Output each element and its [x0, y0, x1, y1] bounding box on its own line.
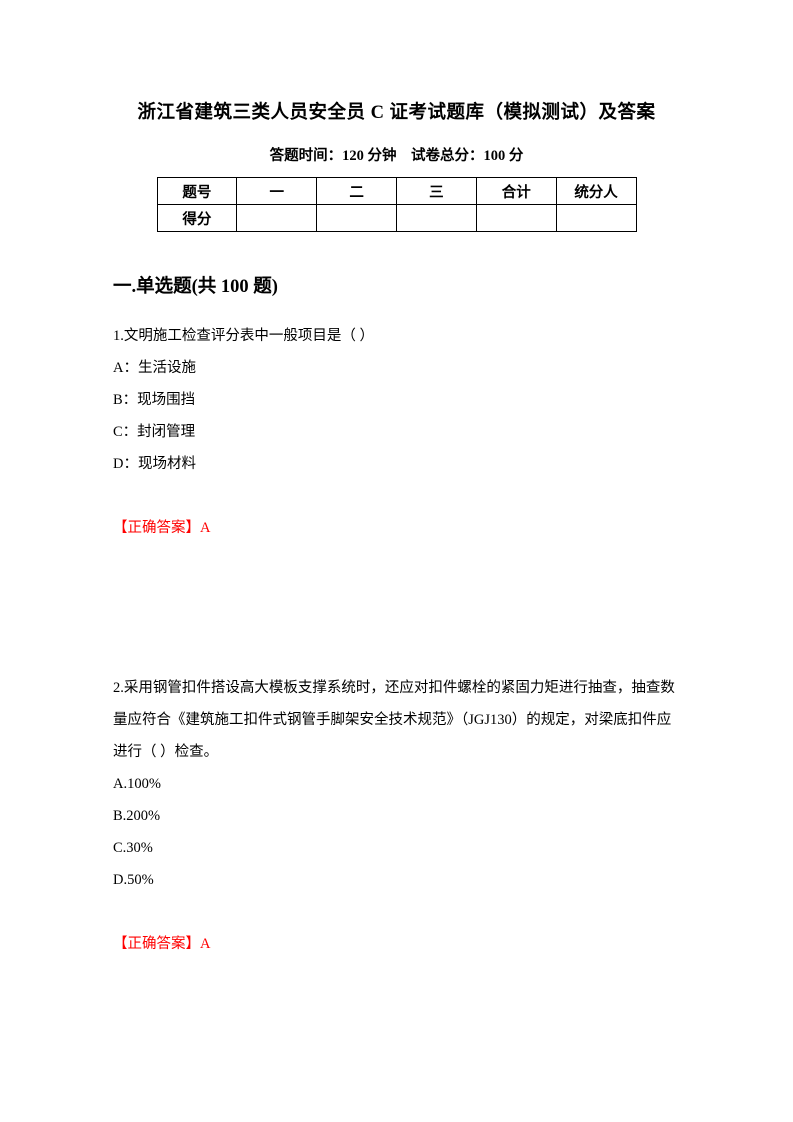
- question-option: A.100%: [113, 768, 680, 800]
- table-header-cell: 三: [396, 178, 476, 205]
- table-header-cell: 题号: [157, 178, 237, 205]
- question-option: C：封闭管理: [113, 416, 680, 448]
- question-option: A：生活设施: [113, 352, 680, 384]
- answer-label: 【正确答案】A: [113, 512, 680, 544]
- question-option: D：现场材料: [113, 448, 680, 480]
- table-header-cell: 统分人: [556, 178, 636, 205]
- table-score-row: 得分: [157, 205, 636, 232]
- section-heading: 一.单选题(共 100 题): [113, 272, 680, 298]
- question-option: B：现场围挡: [113, 384, 680, 416]
- question-stem: 1.文明施工检查评分表中一般项目是（ ）: [113, 320, 680, 352]
- question-block-2: 2.采用钢管扣件搭设高大模板支撑系统时，还应对扣件螺栓的紧固力矩进行抽查，抽查数…: [113, 672, 680, 960]
- table-cell: [556, 205, 636, 232]
- question-block-1: 1.文明施工检查评分表中一般项目是（ ） A：生活设施 B：现场围挡 C：封闭管…: [113, 320, 680, 544]
- table-header-row: 题号 一 二 三 合计 统分人: [157, 178, 636, 205]
- question-option: D.50%: [113, 864, 680, 896]
- table-row-label: 得分: [157, 205, 237, 232]
- table-header-cell: 合计: [476, 178, 556, 205]
- table-cell: [396, 205, 476, 232]
- document-subtitle: 答题时间：120 分钟 试卷总分：100 分: [113, 144, 680, 165]
- table-cell: [476, 205, 556, 232]
- spacer: [113, 544, 680, 672]
- answer-label: 【正确答案】A: [113, 928, 680, 960]
- table-header-cell: 一: [237, 178, 317, 205]
- score-table: 题号 一 二 三 合计 统分人 得分: [157, 177, 637, 232]
- question-option: C.30%: [113, 832, 680, 864]
- table-cell: [317, 205, 397, 232]
- table-cell: [237, 205, 317, 232]
- question-option: B.200%: [113, 800, 680, 832]
- table-header-cell: 二: [317, 178, 397, 205]
- document-title: 浙江省建筑三类人员安全员 C 证考试题库（模拟测试）及答案: [113, 98, 680, 124]
- question-stem: 2.采用钢管扣件搭设高大模板支撑系统时，还应对扣件螺栓的紧固力矩进行抽查，抽查数…: [113, 672, 680, 768]
